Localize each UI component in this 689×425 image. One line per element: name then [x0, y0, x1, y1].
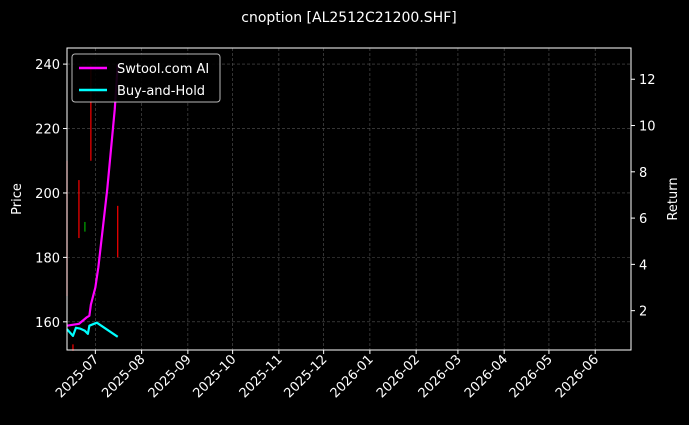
series-lines [66, 64, 119, 338]
y2-tick-label: 8 [639, 166, 647, 181]
x-tick-label: 2026-02 [374, 352, 423, 401]
y2-tick-label: 6 [639, 212, 647, 227]
y2-axis-label: Return [666, 177, 681, 220]
y2-tick-label: 2 [639, 305, 647, 320]
y2-tick-label: 4 [639, 258, 647, 273]
series-line [66, 321, 119, 338]
x-tick-label: 2025-10 [190, 352, 239, 401]
x-tick-label: 2026-05 [507, 352, 556, 401]
x-tick-label: 2025-08 [99, 352, 148, 401]
y-tick-label: 200 [35, 187, 60, 202]
legend: Swtool.com AI Buy-and-Hold [71, 53, 221, 103]
y-tick-label: 180 [35, 251, 60, 266]
x-tick-label: 2025-07 [53, 352, 102, 401]
legend-label: Swtool.com AI [117, 62, 209, 77]
x-tick-label: 2026-04 [462, 352, 511, 401]
y-axis-right: 2 4 6 8 10 12 [631, 73, 656, 320]
x-axis: 2025-072025-082025-092025-102025-112025-… [53, 350, 602, 401]
y-axis-left: 160 180 200 220 240 [35, 58, 67, 331]
y2-tick-label: 12 [639, 73, 656, 88]
y-axis-label: Price [10, 183, 25, 215]
x-tick-label: 2026-03 [416, 352, 465, 401]
chart-title: cnoption [AL2512C21200.SHF] [241, 10, 456, 26]
x-tick-label: 2025-12 [281, 352, 330, 401]
x-tick-label: 2025-09 [146, 352, 195, 401]
y-tick-label: 160 [35, 316, 60, 331]
series-line [66, 64, 119, 327]
y-tick-label: 220 [35, 123, 60, 138]
x-tick-label: 2026-01 [328, 352, 377, 401]
x-tick-label: 2026-06 [553, 352, 602, 401]
candles [66, 64, 119, 351]
x-tick-label: 2025-11 [237, 352, 286, 401]
legend-label: Buy-and-Hold [117, 84, 205, 99]
y-tick-label: 240 [35, 58, 60, 73]
plot-frame [66, 47, 632, 351]
y2-tick-label: 10 [639, 120, 656, 135]
grid [67, 48, 631, 350]
